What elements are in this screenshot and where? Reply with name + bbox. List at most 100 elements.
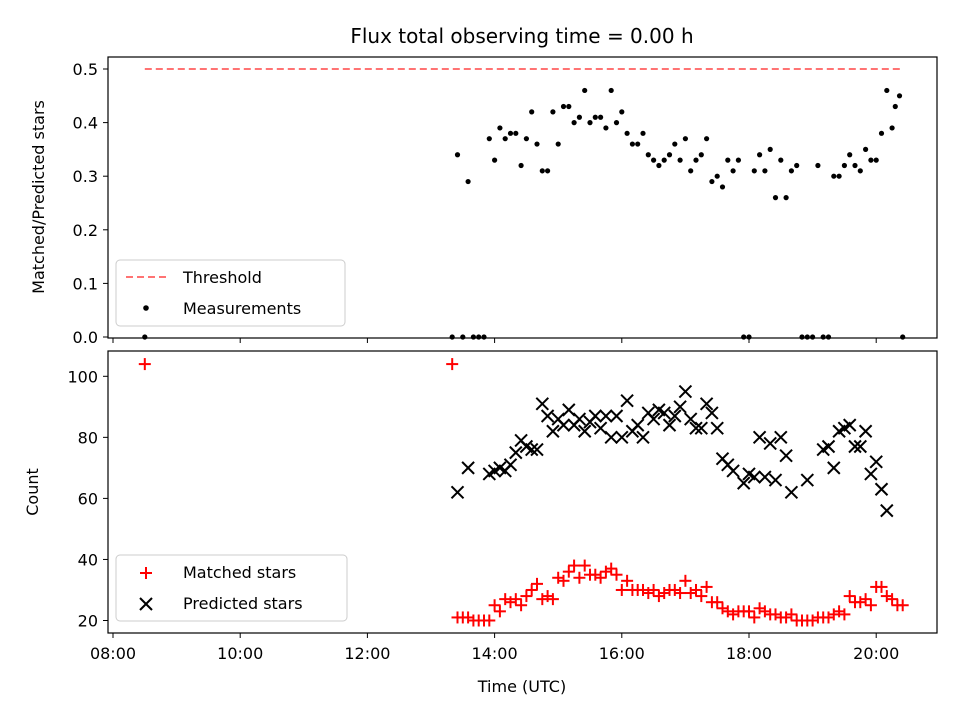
predicted-star-point xyxy=(657,406,671,420)
matched-star-point xyxy=(711,596,724,609)
bottom-y-tick-label: 40 xyxy=(78,550,98,569)
measurement-point xyxy=(651,157,657,163)
predicted-star-point xyxy=(556,418,571,432)
matched-star-point xyxy=(695,590,708,603)
predicted-star-point xyxy=(858,424,873,438)
measurement-point xyxy=(481,334,487,340)
predicted-star-point xyxy=(694,421,709,435)
measurement-point xyxy=(635,141,641,147)
matched-star-point xyxy=(875,580,888,593)
predicted-star-point xyxy=(683,412,698,426)
predicted-star-point xyxy=(588,409,603,423)
matched-star-point xyxy=(515,599,528,612)
predicted-star-stroke xyxy=(652,403,666,417)
predicted-star-point xyxy=(705,406,719,420)
measurement-point xyxy=(460,334,466,340)
predicted-star-stroke xyxy=(556,418,571,432)
measurement-point xyxy=(582,87,588,94)
matched-star-point xyxy=(615,583,628,596)
measurement-point xyxy=(571,120,577,126)
predicted-star-point xyxy=(662,418,677,432)
predicted-star-stroke xyxy=(752,430,767,445)
legend-predicted-swatch xyxy=(139,597,153,611)
measurement-point xyxy=(666,152,673,158)
measurement-point xyxy=(767,146,773,152)
predicted-star-stroke xyxy=(784,485,799,500)
measurement-point xyxy=(772,195,779,201)
predicted-star-stroke xyxy=(450,485,465,500)
matched-star-point xyxy=(621,574,634,587)
predicted-star-stroke xyxy=(546,424,560,438)
predicted-star-stroke xyxy=(540,409,555,423)
measurement-point xyxy=(603,125,609,131)
top-y-tick-label: 0.0 xyxy=(73,328,98,347)
predicted-star-stroke xyxy=(530,442,544,457)
measurement-point xyxy=(624,130,630,136)
predicted-star-point xyxy=(821,439,836,454)
matched-star-point xyxy=(859,593,872,606)
matched-star-point xyxy=(864,599,877,612)
bottom-y-axis-label: Count xyxy=(23,468,42,516)
measurement-point xyxy=(523,136,530,142)
legend-threshold-label: Threshold xyxy=(182,268,262,287)
matched-star-point xyxy=(674,587,687,600)
top-plot-frame xyxy=(107,56,938,339)
matched-star-point xyxy=(546,593,559,606)
predicted-star-stroke xyxy=(615,430,629,445)
measurement-point xyxy=(900,334,906,340)
measurement-point xyxy=(502,136,508,142)
matched-star-point xyxy=(493,605,506,618)
matched-star-point xyxy=(531,577,543,590)
predicted-star-stroke xyxy=(827,461,841,475)
bottom-x-axis-label: Time (UTC) xyxy=(477,677,566,696)
measurement-point xyxy=(852,162,858,169)
predicted-star-stroke xyxy=(842,418,857,432)
predicted-star-point xyxy=(546,424,560,438)
predicted-star-stroke xyxy=(524,442,539,457)
measurement-point xyxy=(799,334,805,340)
measurement-point xyxy=(587,120,593,126)
legend-matched-label: Matched stars xyxy=(183,563,296,582)
measurement-point xyxy=(896,93,903,99)
matched-star-point xyxy=(573,571,586,584)
bottom-y-tick-label: 80 xyxy=(78,428,98,447)
measurement-point xyxy=(656,162,662,169)
predicted-star-point xyxy=(668,409,682,423)
predicted-star-stroke xyxy=(758,470,772,484)
predicted-star-stroke xyxy=(874,482,889,496)
predicted-star-point xyxy=(615,430,629,445)
predicted-star-point xyxy=(752,430,767,445)
measurement-point xyxy=(492,157,498,163)
predicted-star-point xyxy=(450,485,465,500)
measurement-point xyxy=(645,152,651,158)
matched-star-point xyxy=(568,559,581,572)
bottom-x-tick-label: 14:00 xyxy=(472,644,518,663)
measurement-point xyxy=(449,334,455,340)
predicted-star-stroke xyxy=(694,421,709,435)
top-y-ticks: 0.0 0.1 0.2 0.3 0.4 0.5 xyxy=(73,60,108,347)
predicted-star-point xyxy=(774,430,788,445)
top-y-tick-label: 0.2 xyxy=(73,221,98,240)
measurement-point xyxy=(788,168,795,174)
measurement-point xyxy=(513,130,519,136)
predicted-star-stroke xyxy=(689,421,703,435)
bottom-x-tick-label: 12:00 xyxy=(344,644,390,663)
predicted-star-point xyxy=(779,448,793,463)
predicted-star-point xyxy=(869,455,883,469)
measurement-point xyxy=(825,334,832,340)
predicted-star-point xyxy=(577,424,592,438)
predicted-star-stroke xyxy=(609,409,624,423)
predicted-star-point xyxy=(864,467,878,481)
measurement-point xyxy=(783,195,789,201)
top-y-tick-label: 0.3 xyxy=(73,167,98,186)
predicted-star-point xyxy=(763,436,777,451)
measurement-point xyxy=(836,173,842,179)
measurement-point xyxy=(841,162,848,169)
predicted-star-point xyxy=(827,461,841,475)
matched-star-point xyxy=(562,565,575,578)
measurement-point xyxy=(847,152,853,158)
predicted-star-stroke xyxy=(577,424,592,438)
predicted-star-point xyxy=(636,430,650,445)
predicted-star-stroke xyxy=(604,430,618,445)
legend-measurements-swatch xyxy=(143,305,149,311)
